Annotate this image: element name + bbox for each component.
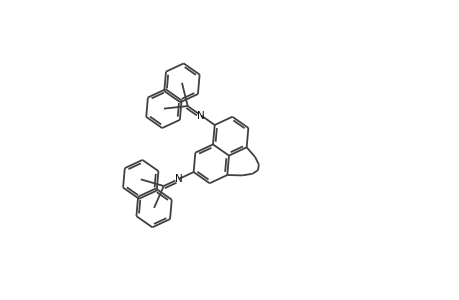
Text: N: N: [174, 174, 182, 184]
Text: N: N: [197, 110, 205, 121]
